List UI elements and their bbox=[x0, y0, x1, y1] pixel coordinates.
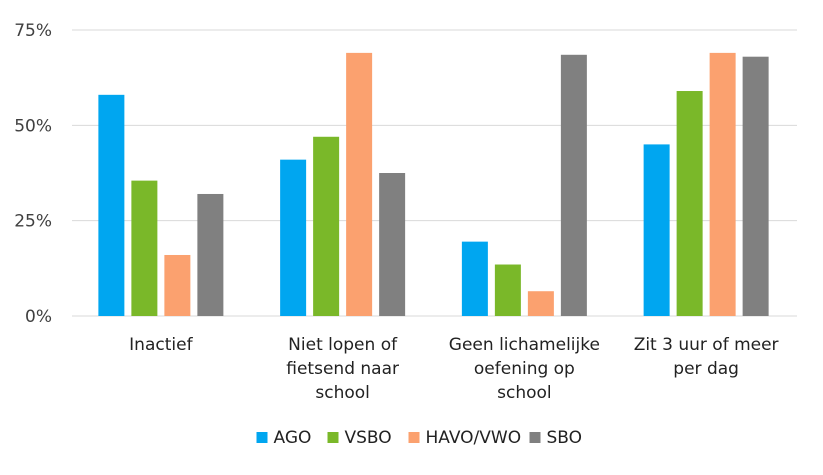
bars bbox=[98, 52, 769, 317]
bar-ago bbox=[643, 144, 670, 316]
y-tick-label: 0% bbox=[25, 307, 52, 327]
category-label-line: per dag bbox=[673, 359, 739, 379]
category-label-line: Zit 3 uur of meer bbox=[634, 335, 779, 355]
category-label: Niet lopen of fietsend naar school bbox=[286, 335, 399, 403]
bar-sbo bbox=[742, 56, 769, 317]
bar-ago bbox=[98, 94, 125, 317]
category-labels: Inactief Niet lopen of fietsend naar school… bbox=[129, 335, 778, 403]
bar-vsbo bbox=[494, 264, 521, 316]
category-label-line: fietsend naar bbox=[286, 359, 399, 379]
bar-havo-vwo bbox=[527, 291, 554, 316]
legend-swatch bbox=[256, 432, 268, 443]
legend-label: AGO bbox=[274, 428, 312, 448]
gridlines bbox=[72, 29, 797, 317]
category-label-line: Geen lichamelijke bbox=[449, 335, 600, 355]
category-label: Geen lichamelijke oefening op school bbox=[449, 335, 600, 403]
y-tick-label: 50% bbox=[14, 116, 52, 136]
legend-label: SBO bbox=[547, 428, 583, 448]
bar-vsbo bbox=[313, 136, 340, 316]
bar-ago bbox=[280, 159, 307, 316]
category-label-line: Niet lopen of bbox=[288, 335, 398, 355]
category-label-line: school bbox=[315, 383, 370, 403]
legend-swatch bbox=[529, 432, 541, 443]
category-label: Zit 3 uur of meer per dag bbox=[634, 335, 779, 379]
bar-havo-vwo bbox=[346, 52, 373, 316]
y-tick-label: 75% bbox=[14, 21, 52, 41]
bar-sbo bbox=[379, 173, 406, 316]
category-label-line: school bbox=[497, 383, 552, 403]
bar-havo-vwo bbox=[164, 254, 191, 316]
bar-havo-vwo bbox=[709, 52, 736, 316]
legend-label: VSBO bbox=[345, 428, 392, 448]
bar-ago bbox=[461, 241, 488, 316]
legend-swatch bbox=[327, 432, 339, 443]
legend-label: HAVO/VWO bbox=[426, 428, 522, 448]
category-label-line: oefening op bbox=[474, 359, 575, 379]
category-label: Inactief bbox=[129, 335, 193, 355]
bar-vsbo bbox=[676, 91, 703, 316]
bar-sbo bbox=[197, 193, 224, 316]
y-tick-label: 25% bbox=[14, 212, 52, 232]
legend-swatch bbox=[408, 432, 420, 443]
bar-sbo bbox=[560, 54, 587, 316]
bar-vsbo bbox=[131, 180, 158, 316]
y-axis-tick-labels: 0% 25% 50% 75% bbox=[14, 21, 52, 327]
legend: AGO VSBO HAVO/VWO SBO bbox=[256, 428, 583, 448]
category-label-line: Inactief bbox=[129, 335, 193, 355]
